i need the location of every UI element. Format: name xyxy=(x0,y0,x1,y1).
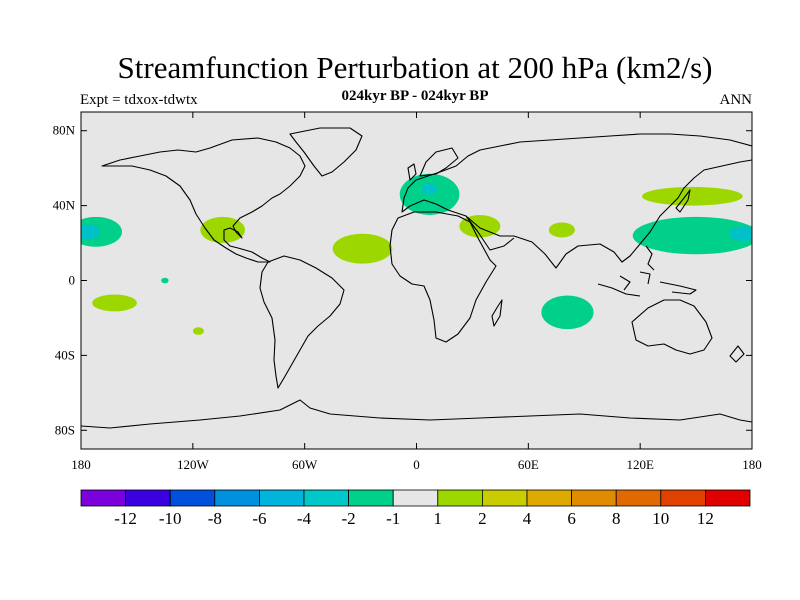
coastline-africa xyxy=(389,211,497,343)
coastline-antarctica xyxy=(81,399,752,429)
anomaly-north-pacific-west-core xyxy=(81,224,100,240)
lat-tick-label: 80S xyxy=(55,422,75,437)
anomaly-south-pacific-positive xyxy=(92,294,137,312)
anomaly-europe-core xyxy=(422,183,438,195)
period-label: 024kyr BP - 024kyr BP xyxy=(341,88,489,104)
coastline-britain xyxy=(407,163,417,181)
colorbar-swatch xyxy=(481,489,528,507)
lat-tick-label: 40N xyxy=(53,198,76,213)
coastline-arabia xyxy=(465,215,515,251)
colorbar-swatch xyxy=(526,489,572,507)
colorbar-label: 4 xyxy=(523,509,532,528)
colorbar-swatch xyxy=(660,489,706,507)
coastline-philippines xyxy=(645,245,655,271)
colorbar-label: 8 xyxy=(612,509,621,528)
coastlines xyxy=(81,127,752,429)
colorbar-swatch xyxy=(348,489,394,507)
anomaly-europe-negative xyxy=(399,173,460,215)
lon-tick-label: 0 xyxy=(413,457,420,472)
anomaly-north-pacific-west-negative xyxy=(81,216,122,247)
colorbar-label: 6 xyxy=(567,509,576,528)
anomaly-hawaii-dot xyxy=(161,277,169,284)
coastline-greenland xyxy=(289,127,363,177)
lon-tick-label: 180 xyxy=(71,457,91,472)
colorbar-label: -6 xyxy=(252,509,266,528)
colorbar-label: -2 xyxy=(342,509,356,528)
lat-tick-label: 40S xyxy=(55,347,75,362)
lat-tick-label: 0 xyxy=(69,273,76,288)
colorbar-label: -1 xyxy=(386,509,400,528)
lon-tick-label: 120E xyxy=(626,457,654,472)
lon-tick-label: 60E xyxy=(518,457,539,472)
colorbar-swatch xyxy=(80,489,126,507)
colorbar-swatch xyxy=(615,489,662,507)
lat-tick-label: 80N xyxy=(53,123,76,138)
plot-title: Streamfunction Perturbation at 200 hPa (… xyxy=(117,50,713,85)
anomaly-japan-positive xyxy=(642,186,743,206)
colorbar-swatch xyxy=(571,489,617,507)
colorbar-label: -10 xyxy=(159,509,182,528)
anomaly-atlantic-positive xyxy=(332,233,393,264)
colorbar-label: 2 xyxy=(478,509,487,528)
coastline-madagascar xyxy=(491,299,503,327)
colorbar-label: 10 xyxy=(652,509,669,528)
anomaly-south-pacific-dot xyxy=(192,327,205,335)
colorbar-swatch xyxy=(125,489,171,507)
colorbar-label: 1 xyxy=(434,509,443,528)
lon-tick-label: 120W xyxy=(177,457,210,472)
experiment-label: Expt = tdxox-tdwtx xyxy=(80,92,198,108)
coastline-new-zealand xyxy=(729,345,745,363)
anomaly-west-pacific-core xyxy=(729,226,752,242)
lon-tick-label: 180 xyxy=(742,457,762,472)
map-background xyxy=(81,112,752,449)
season-label: ANN xyxy=(719,92,753,108)
colorbar-swatch xyxy=(437,489,483,507)
colorbar-swatch xyxy=(258,489,305,507)
coastline-australia xyxy=(631,299,713,355)
coastline-eurasia xyxy=(401,133,752,269)
anomaly-indian-ocean-negative xyxy=(541,295,594,330)
colorbar-swatch xyxy=(169,489,216,507)
coastline-maritime xyxy=(597,271,697,297)
coastline-north-america xyxy=(101,137,306,263)
colorbar-swatch xyxy=(303,489,349,507)
colorbar-label: -12 xyxy=(114,509,137,528)
anomaly-arabian-positive xyxy=(548,222,575,238)
anomaly-west-pacific-negative xyxy=(632,216,752,255)
coastline-scandinavia xyxy=(419,147,459,177)
colorbar-label: 12 xyxy=(697,509,714,528)
colorbar-label: -8 xyxy=(208,509,222,528)
latitude-axis: 80N 40N 0 40S 80S xyxy=(53,123,752,437)
coastline-japan xyxy=(675,189,691,213)
colorbar-label: -4 xyxy=(297,509,312,528)
longitude-axis: 180 120W 60W 0 60E 120E 180 xyxy=(71,112,762,472)
lon-tick-label: 60W xyxy=(292,457,318,472)
colorbar: -12 -10 -8 -6 -4 -2 -1 1 2 4 6 8 10 12 xyxy=(80,489,751,528)
colorbar-swatch xyxy=(705,489,751,507)
colorbar-swatch xyxy=(214,489,260,507)
coastline-south-america xyxy=(259,255,345,389)
colorbar-swatch xyxy=(392,489,439,507)
